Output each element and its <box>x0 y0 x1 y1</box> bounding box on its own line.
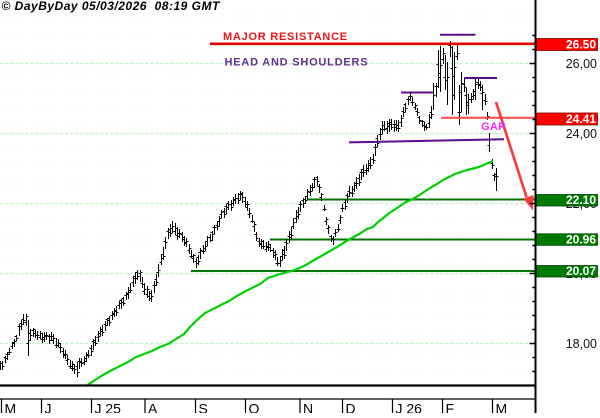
svg-text:J 25: J 25 <box>95 401 122 414</box>
svg-text:M: M <box>496 401 508 414</box>
svg-text:26.50: 26.50 <box>566 38 596 52</box>
svg-text:24,00: 24,00 <box>566 127 597 141</box>
svg-text:20.07: 20.07 <box>566 264 596 278</box>
svg-text:S: S <box>199 401 208 414</box>
svg-text:MAJOR RESISTANCE: MAJOR RESISTANCE <box>223 31 348 43</box>
svg-text:18,00: 18,00 <box>566 337 597 351</box>
svg-text:J 26: J 26 <box>396 401 423 414</box>
svg-text:22.10: 22.10 <box>566 193 596 207</box>
svg-text:N: N <box>303 401 313 414</box>
svg-text:J: J <box>45 401 52 414</box>
svg-text:GAP: GAP <box>481 121 506 133</box>
svg-text:D: D <box>346 401 356 414</box>
svg-text:26,00: 26,00 <box>566 57 597 71</box>
svg-text:24.41: 24.41 <box>566 112 596 126</box>
svg-text:20.96: 20.96 <box>566 232 596 246</box>
svg-text:© DayByDay 05/03/2026 08:19 G: © DayByDay 05/03/2026 08:19 GMT <box>2 0 221 13</box>
svg-text:M: M <box>5 401 17 414</box>
svg-text:HEAD AND SHOULDERS: HEAD AND SHOULDERS <box>225 57 369 69</box>
svg-text:F: F <box>446 401 455 414</box>
svg-text:A: A <box>148 401 158 414</box>
svg-text:O: O <box>249 401 260 414</box>
